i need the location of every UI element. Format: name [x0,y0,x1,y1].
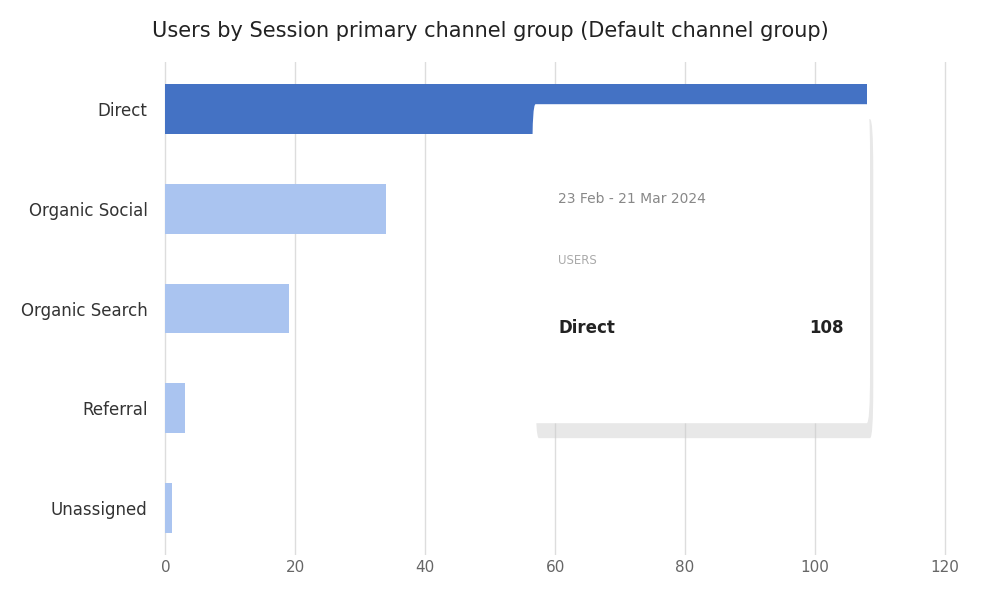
Text: Direct: Direct [558,318,615,337]
FancyBboxPatch shape [536,119,873,438]
Bar [166,483,172,533]
Text: 108: 108 [809,318,844,337]
Bar [166,84,867,134]
FancyBboxPatch shape [532,104,870,423]
Bar [166,284,288,334]
Text: Users by Session primary channel group (Default channel group): Users by Session primary channel group (… [153,21,829,41]
Bar [166,184,386,234]
Bar [166,383,185,433]
Text: 23 Feb - 21 Mar 2024: 23 Feb - 21 Mar 2024 [558,192,707,206]
Text: USERS: USERS [558,254,597,267]
